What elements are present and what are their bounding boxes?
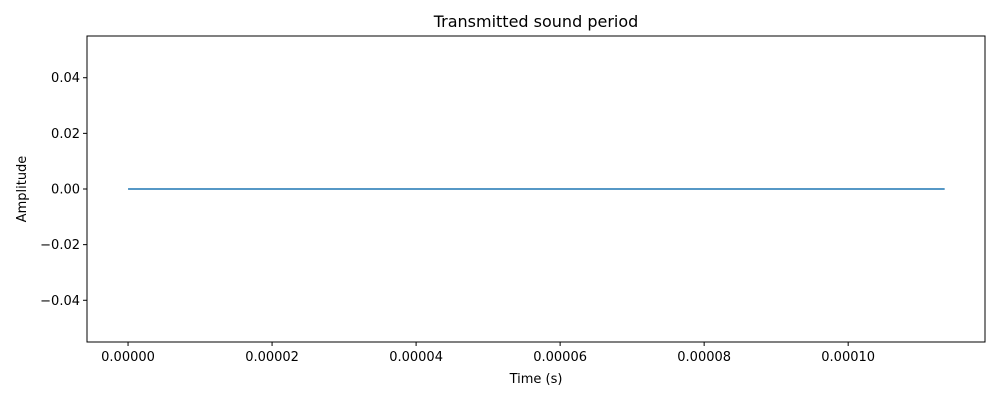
x-axis-label: Time (s) — [509, 372, 563, 387]
x-tick-label: 0.00010 — [821, 350, 875, 365]
x-tick-label: 0.00000 — [101, 350, 155, 365]
x-axis: 0.00000 0.00002 0.00004 0.00006 0.00008 0.000… — [101, 342, 875, 365]
chart-title: Transmitted sound period — [433, 12, 639, 31]
y-tick-label: 0.00 — [51, 183, 80, 198]
x-tick-label: 0.00008 — [677, 350, 731, 365]
x-tick-label: 0.00004 — [389, 350, 443, 365]
y-tick-label: −0.02 — [40, 238, 80, 253]
y-axis-label: Amplitude — [15, 156, 30, 223]
x-tick-label: 0.00002 — [245, 350, 299, 365]
y-tick-label: −0.04 — [40, 294, 80, 309]
x-tick-label: 0.00006 — [533, 350, 587, 365]
y-tick-label: 0.02 — [51, 127, 80, 142]
y-tick-label: 0.04 — [51, 71, 80, 86]
y-axis: −0.04 −0.02 0.00 0.02 0.04 — [40, 71, 87, 309]
